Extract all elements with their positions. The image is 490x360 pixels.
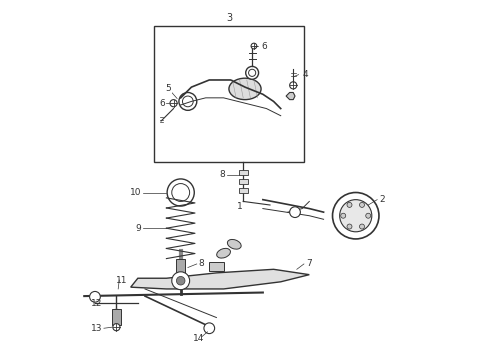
Text: 11: 11: [117, 275, 128, 284]
Bar: [239, 170, 247, 175]
Circle shape: [347, 224, 352, 229]
Bar: [209, 262, 223, 271]
Circle shape: [170, 100, 177, 107]
Ellipse shape: [227, 239, 241, 249]
Bar: [112, 309, 121, 325]
Text: 12: 12: [91, 299, 102, 308]
Circle shape: [341, 213, 346, 218]
Circle shape: [360, 202, 365, 207]
Bar: [154, 26, 304, 162]
Bar: [176, 258, 185, 287]
Text: 6: 6: [261, 41, 267, 50]
Circle shape: [251, 43, 257, 49]
Ellipse shape: [217, 248, 230, 258]
Circle shape: [290, 82, 297, 89]
Circle shape: [333, 193, 379, 239]
Bar: [239, 188, 247, 193]
Circle shape: [290, 207, 300, 217]
Text: 13: 13: [91, 324, 102, 333]
Circle shape: [366, 213, 371, 218]
Bar: [239, 179, 247, 184]
Circle shape: [340, 200, 372, 232]
Circle shape: [347, 202, 352, 207]
Circle shape: [172, 272, 190, 290]
Text: 10: 10: [130, 188, 142, 197]
Text: 8: 8: [220, 170, 225, 179]
Text: 5: 5: [165, 84, 171, 93]
Text: 8: 8: [198, 260, 204, 269]
Text: 2: 2: [379, 195, 385, 204]
Text: 7: 7: [306, 260, 312, 269]
Circle shape: [113, 324, 120, 331]
Circle shape: [167, 179, 194, 206]
Circle shape: [360, 224, 365, 229]
Text: 1: 1: [237, 202, 243, 211]
Text: 9: 9: [136, 224, 142, 233]
Circle shape: [90, 292, 100, 302]
Text: 6: 6: [159, 99, 165, 108]
Polygon shape: [286, 93, 295, 100]
Text: 4: 4: [302, 70, 308, 79]
Polygon shape: [131, 269, 309, 289]
Circle shape: [176, 276, 185, 285]
Circle shape: [204, 323, 215, 334]
Circle shape: [245, 66, 259, 79]
Text: 3: 3: [226, 13, 232, 23]
Ellipse shape: [229, 78, 261, 100]
Text: 14: 14: [193, 334, 204, 343]
Circle shape: [179, 93, 197, 111]
